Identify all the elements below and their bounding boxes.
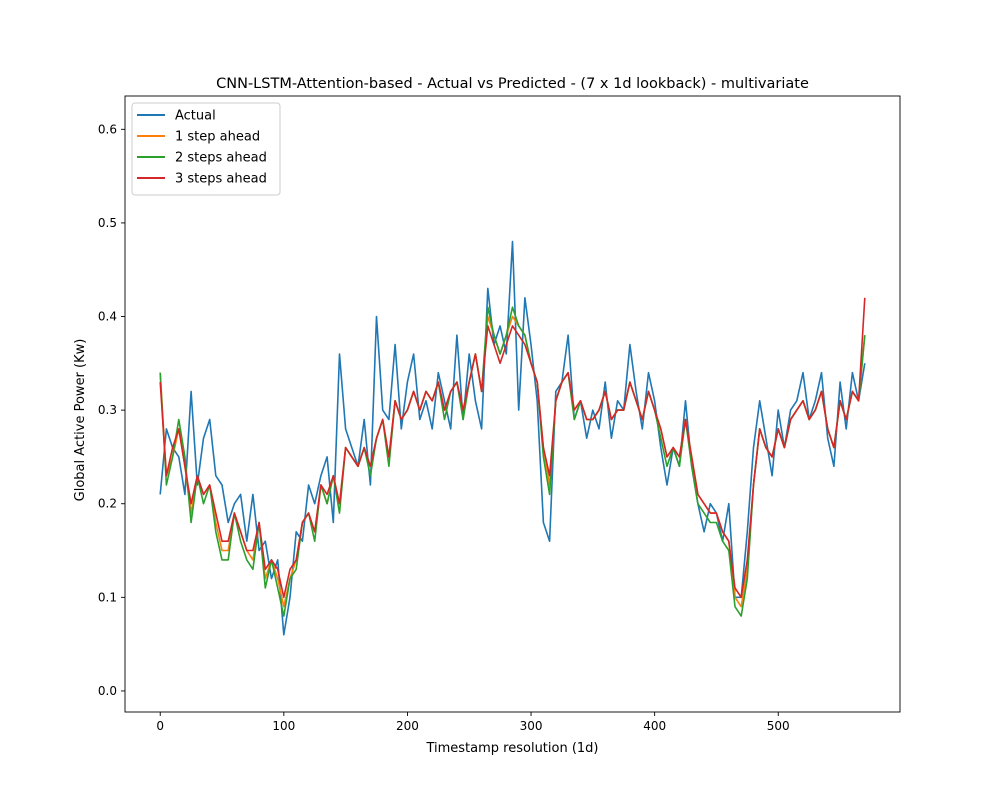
y-tick-label: 0.6 <box>98 122 117 136</box>
x-tick-label: 500 <box>767 719 790 733</box>
chart-title: CNN-LSTM-Attention-based - Actual vs Pre… <box>216 76 809 92</box>
plot-frame <box>124 95 901 713</box>
legend-label: 3 steps ahead <box>175 172 267 187</box>
series-line-0 <box>159 240 866 636</box>
y-tick-label: 0.1 <box>98 590 117 604</box>
y-axis-label: Global Active Power (Kw) <box>73 339 88 502</box>
axes-layer: 0 100 200 300 400 500 0.0 0.1 0.2 0.3 0.4 0.5 0.6 <box>98 95 901 733</box>
series-layer <box>159 240 866 636</box>
x-tick-label: 300 <box>520 719 543 733</box>
x-tick-label: 400 <box>643 719 666 733</box>
series-line-2 <box>159 306 866 617</box>
x-tick-label: 200 <box>396 719 419 733</box>
y-tick-label: 0.5 <box>98 216 117 230</box>
x-axis-label: Timestamp resolution (1d) <box>425 741 598 756</box>
y-tick-label: 0.4 <box>98 310 117 324</box>
legend-label: 1 step ahead <box>175 130 260 145</box>
legend-label: 2 steps ahead <box>175 151 267 166</box>
y-tick-label: 0.3 <box>98 403 117 417</box>
x-tick-label: 100 <box>272 719 295 733</box>
y-tick-label: 0.0 <box>98 684 117 698</box>
legend: Actual 1 step ahead 2 steps ahead 3 steps a… <box>131 102 281 196</box>
series-line-3 <box>159 297 866 599</box>
legend-box <box>131 102 281 196</box>
legend-label: Actual <box>175 109 216 124</box>
x-tick-label: 0 <box>156 719 164 733</box>
y-tick-label: 0.2 <box>98 497 117 511</box>
